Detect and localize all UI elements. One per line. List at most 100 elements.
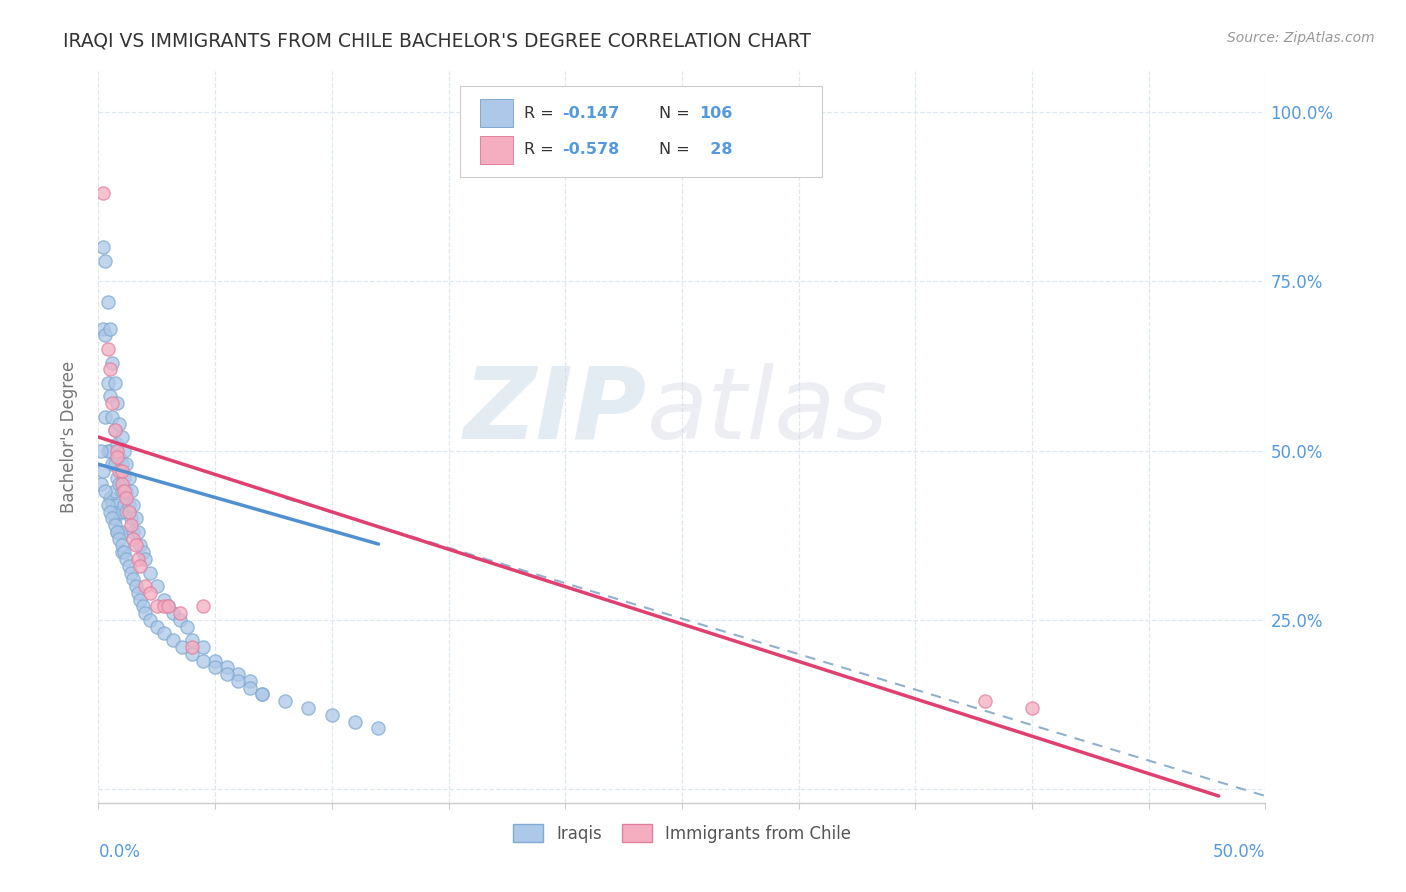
- Point: [169, 606, 191, 620]
- Point: [111, 484, 134, 499]
- Text: ZIP: ZIP: [464, 363, 647, 460]
- Text: N =: N =: [658, 105, 695, 120]
- Point: [108, 450, 131, 465]
- Point: [111, 430, 134, 444]
- Legend: Iraqis, Immigrants from Chile: Iraqis, Immigrants from Chile: [506, 818, 858, 849]
- Point: [108, 532, 131, 546]
- Point: [105, 524, 128, 539]
- Point: [974, 694, 997, 708]
- Point: [115, 457, 138, 471]
- Point: [125, 538, 148, 552]
- Point: [139, 613, 162, 627]
- Point: [134, 579, 156, 593]
- Point: [104, 423, 127, 437]
- Point: [250, 688, 273, 702]
- Point: [97, 443, 120, 458]
- Point: [120, 484, 142, 499]
- Point: [193, 599, 215, 614]
- Point: [98, 362, 121, 376]
- Text: R =: R =: [524, 105, 560, 120]
- Point: [127, 552, 149, 566]
- Point: [180, 647, 202, 661]
- Point: [176, 620, 198, 634]
- Text: N =: N =: [658, 142, 695, 157]
- Point: [215, 667, 238, 681]
- Point: [146, 579, 169, 593]
- Text: 50.0%: 50.0%: [1213, 843, 1265, 861]
- Point: [97, 498, 120, 512]
- Point: [118, 558, 141, 573]
- Point: [111, 524, 134, 539]
- Point: [104, 423, 127, 437]
- Point: [108, 464, 131, 478]
- Point: [118, 498, 141, 512]
- Point: [193, 640, 215, 654]
- Point: [101, 511, 124, 525]
- Point: [157, 599, 180, 614]
- Point: [120, 566, 142, 580]
- Point: [118, 471, 141, 485]
- Point: [91, 322, 114, 336]
- Text: 0.0%: 0.0%: [98, 843, 141, 861]
- Point: [98, 491, 121, 505]
- Point: [204, 660, 226, 674]
- Text: atlas: atlas: [647, 363, 889, 460]
- Point: [104, 484, 127, 499]
- Point: [157, 599, 180, 614]
- Text: -0.578: -0.578: [562, 142, 619, 157]
- Point: [105, 471, 128, 485]
- Point: [204, 654, 226, 668]
- Point: [118, 505, 141, 519]
- Point: [139, 586, 162, 600]
- Point: [228, 673, 250, 688]
- Point: [94, 409, 117, 424]
- Point: [122, 572, 145, 586]
- Point: [152, 592, 174, 607]
- FancyBboxPatch shape: [479, 136, 513, 163]
- Point: [97, 342, 120, 356]
- Text: IRAQI VS IMMIGRANTS FROM CHILE BACHELOR'S DEGREE CORRELATION CHART: IRAQI VS IMMIGRANTS FROM CHILE BACHELOR'…: [63, 31, 811, 50]
- Point: [129, 538, 152, 552]
- Point: [91, 240, 114, 254]
- Point: [120, 518, 142, 533]
- Point: [239, 673, 262, 688]
- Text: -0.147: -0.147: [562, 105, 619, 120]
- Point: [228, 667, 250, 681]
- Text: Bachelor's Degree: Bachelor's Degree: [60, 361, 79, 513]
- Point: [172, 640, 194, 654]
- Point: [101, 396, 124, 410]
- Point: [132, 599, 155, 614]
- Point: [111, 464, 134, 478]
- Point: [108, 505, 131, 519]
- Point: [321, 707, 343, 722]
- Point: [180, 640, 202, 654]
- Point: [115, 552, 138, 566]
- Point: [101, 355, 124, 369]
- Text: Source: ZipAtlas.com: Source: ZipAtlas.com: [1227, 31, 1375, 45]
- Point: [134, 606, 156, 620]
- Point: [104, 518, 127, 533]
- Text: 106: 106: [699, 105, 733, 120]
- Point: [101, 457, 124, 471]
- FancyBboxPatch shape: [479, 99, 513, 127]
- Point: [239, 681, 262, 695]
- Point: [112, 545, 135, 559]
- Point: [111, 545, 134, 559]
- Point: [105, 443, 128, 458]
- Point: [139, 566, 162, 580]
- Point: [146, 620, 169, 634]
- Text: 28: 28: [699, 142, 733, 157]
- Point: [193, 654, 215, 668]
- Point: [98, 443, 121, 458]
- Point: [108, 417, 131, 431]
- Point: [111, 457, 134, 471]
- Point: [122, 524, 145, 539]
- Point: [105, 498, 128, 512]
- Point: [108, 524, 131, 539]
- Point: [105, 396, 128, 410]
- Point: [152, 626, 174, 640]
- Point: [97, 294, 120, 309]
- Point: [112, 443, 135, 458]
- Point: [101, 409, 124, 424]
- Point: [215, 660, 238, 674]
